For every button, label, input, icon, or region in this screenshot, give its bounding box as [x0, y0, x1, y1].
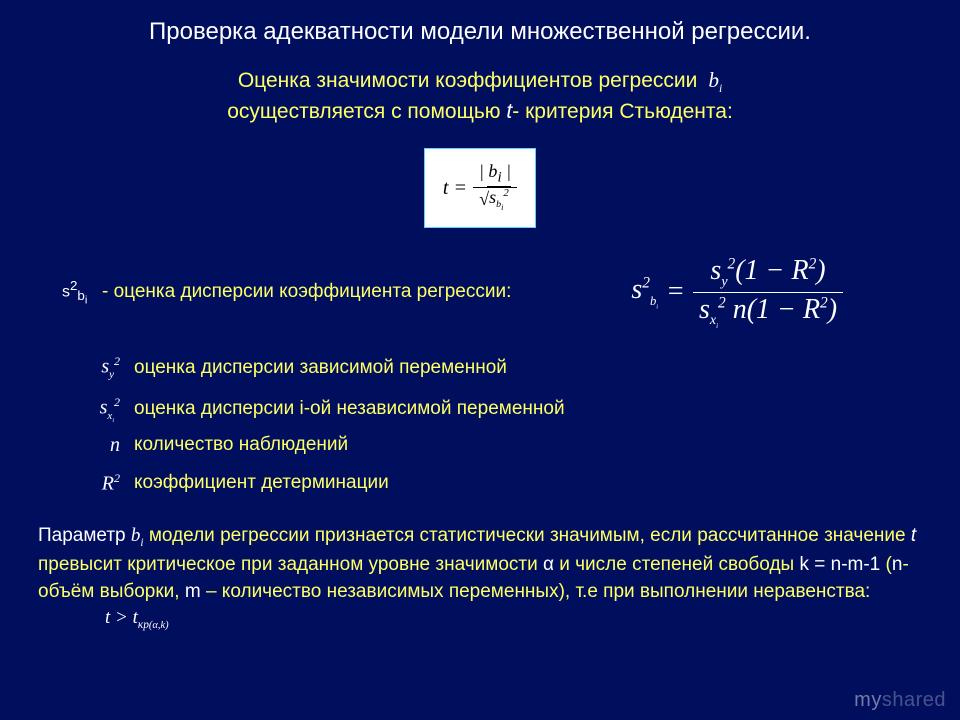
variance-formula: s2bi = sy2(1 − R2) sxi2 n(1 − R2): [631, 254, 843, 330]
variance-coef-row: s2bi - оценка дисперсии коэффициента рег…: [62, 254, 960, 330]
desc-n: количество наблюдений: [134, 434, 348, 456]
def-row-sy: sy2 оценка дисперсии зависимой переменно…: [62, 354, 960, 381]
def-row-r2: R2 коэффициент детерминации: [62, 471, 960, 496]
conclusion-paragraph: Параметр bi модели регрессии признается …: [0, 523, 960, 634]
def-row-n: n количество наблюдений: [62, 434, 960, 457]
watermark: myshared: [854, 689, 946, 712]
slide-title: Проверка адекватности модели множественн…: [0, 0, 960, 46]
sym-sy: sy2: [62, 354, 134, 381]
sym-sb: s2bi: [62, 278, 102, 307]
sub-b: bi: [703, 68, 722, 92]
sym-r2: R2: [62, 471, 134, 496]
t-formula-box: t = | bi | √sbi2: [424, 148, 536, 228]
t-fraction: | bi | √sbi2: [473, 161, 517, 215]
inequality: t > tкр(α,k): [98, 604, 176, 631]
sym-sx: sxi2: [62, 395, 134, 424]
desc-sx: оценка дисперсии i-ой независимой переме…: [134, 398, 565, 420]
sym-n: n: [62, 434, 134, 457]
def-row-sx: sxi2 оценка дисперсии i-ой независимой п…: [62, 395, 960, 424]
sub-line1: Оценка значимости коэффициентов регресси…: [238, 69, 698, 92]
t-lhs: t =: [443, 177, 467, 200]
desc-sy: оценка дисперсии зависимой переменной: [134, 357, 507, 379]
sub-line2b: - критерия Стьюдента:: [512, 100, 733, 123]
desc-r2: коэффициент детерминации: [134, 472, 389, 494]
subtitle: Оценка значимости коэффициентов регресси…: [0, 66, 960, 126]
sub-line2a: осуществляется с помощью: [227, 100, 506, 123]
desc-sb: - оценка дисперсии коэффициента регресси…: [102, 281, 511, 303]
